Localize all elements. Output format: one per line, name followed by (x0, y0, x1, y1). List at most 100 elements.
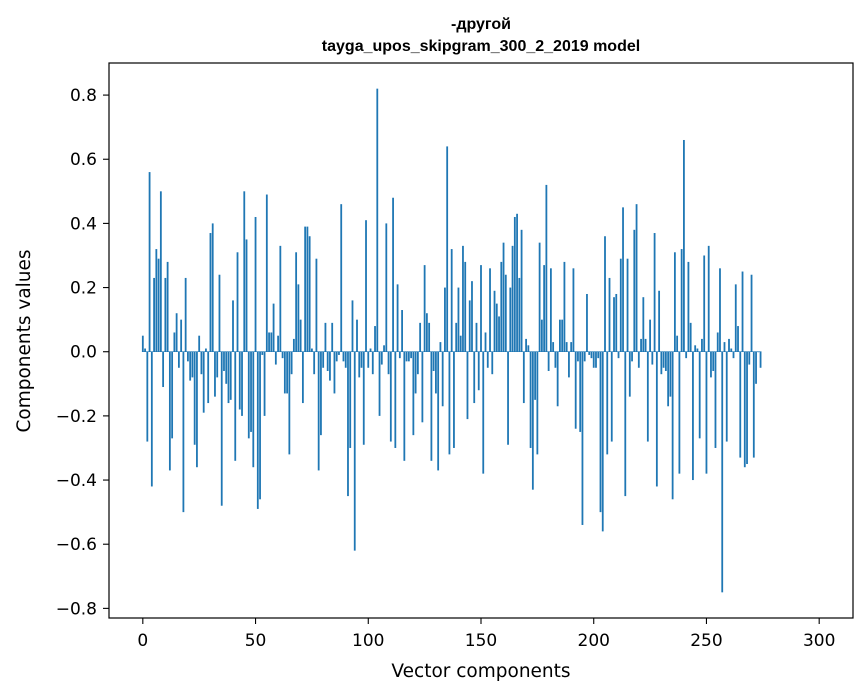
bar (710, 351, 712, 378)
bar (471, 281, 473, 352)
bar (166, 261, 169, 352)
bar (462, 245, 464, 352)
bar (581, 351, 584, 525)
bar (694, 345, 697, 352)
bar (322, 351, 325, 368)
bar (196, 351, 198, 468)
bar (543, 265, 546, 352)
bar (383, 345, 385, 352)
bar (595, 351, 597, 368)
bar (692, 351, 694, 481)
bar (453, 351, 455, 448)
bar (207, 351, 210, 404)
bar (552, 342, 555, 352)
bar (716, 332, 719, 352)
bar (728, 338, 730, 352)
bar (689, 322, 692, 352)
bar (597, 351, 600, 359)
bar (175, 313, 178, 352)
bar (707, 245, 710, 352)
bar (646, 351, 649, 442)
bar (157, 258, 160, 352)
y-tick-label: −0.4 (56, 471, 97, 491)
bar (268, 332, 270, 352)
bar (243, 191, 246, 352)
bar (414, 351, 417, 394)
bar (719, 268, 721, 352)
bar (572, 268, 575, 352)
bar (628, 351, 631, 397)
bar (362, 351, 365, 445)
bar (520, 229, 523, 352)
bar (531, 351, 534, 490)
bar (696, 348, 699, 352)
bar (164, 277, 167, 352)
bar (486, 351, 489, 368)
bar (398, 351, 401, 359)
bar (701, 338, 703, 352)
bar (617, 351, 620, 359)
bar (144, 348, 146, 352)
bar (746, 351, 748, 465)
bar (419, 322, 422, 352)
y-tick-label: 0.8 (70, 86, 97, 106)
bar (187, 351, 189, 362)
bar (599, 351, 602, 513)
bar (407, 351, 410, 362)
bar (173, 332, 176, 352)
bar (615, 293, 618, 352)
bar (286, 351, 289, 394)
bar (141, 335, 144, 352)
x-tick-label: 150 (465, 631, 497, 651)
bar (317, 351, 320, 471)
bar (281, 351, 284, 359)
bar (592, 351, 595, 368)
bar (304, 226, 307, 352)
bar (579, 351, 582, 432)
bar (680, 249, 683, 352)
bar (730, 348, 733, 352)
bar (256, 351, 259, 509)
bar (570, 342, 573, 352)
bar (554, 351, 557, 368)
bar (344, 351, 347, 368)
bar (660, 351, 663, 375)
bar (326, 351, 329, 371)
bar (396, 284, 399, 352)
bar (374, 326, 376, 352)
bar (664, 351, 667, 371)
bar (743, 351, 746, 468)
bar (277, 335, 279, 352)
bar (369, 348, 372, 352)
y-axis-label: Components values (14, 249, 35, 432)
bar (227, 351, 230, 404)
bar (687, 261, 690, 352)
bar (590, 351, 593, 359)
bar (360, 351, 363, 368)
bar (254, 216, 257, 352)
bar (491, 351, 494, 375)
bar (619, 258, 622, 352)
bar (371, 351, 374, 375)
bar (389, 351, 392, 442)
bar (525, 338, 527, 352)
x-tick-label: 200 (578, 631, 610, 651)
bar (522, 351, 525, 404)
bar (401, 310, 403, 352)
bar (333, 351, 336, 394)
x-tick-label: 50 (245, 631, 267, 651)
bar (489, 268, 491, 352)
bar (216, 351, 219, 378)
bar (502, 242, 505, 352)
bar (301, 351, 304, 404)
bar (177, 351, 180, 368)
bar (527, 345, 530, 352)
bar (498, 316, 500, 352)
bar (755, 351, 757, 384)
bar (168, 351, 171, 471)
bar (324, 322, 327, 352)
bar (613, 297, 615, 352)
y-tick-label: −0.2 (56, 407, 97, 427)
bar (211, 223, 214, 352)
